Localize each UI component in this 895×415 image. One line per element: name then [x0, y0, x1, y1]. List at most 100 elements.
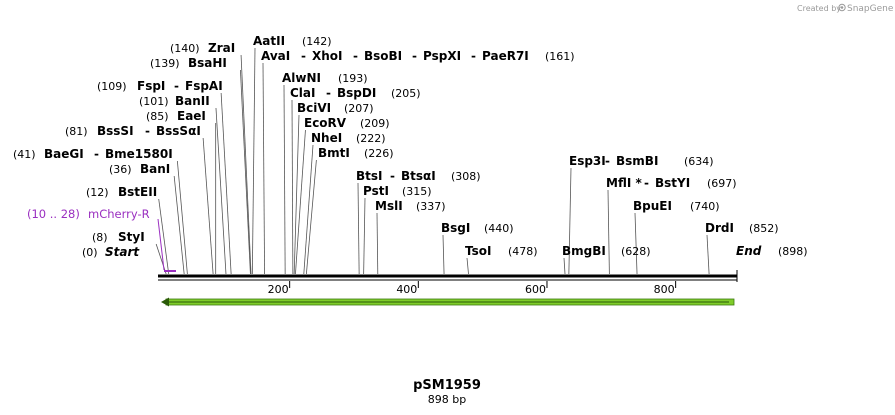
cut-site-bpuei[interactable]: BpuEI (740): [633, 199, 720, 213]
site-name: BsgI: [441, 221, 470, 235]
cut-site-clai[interactable]: ClaI - BspDI (205): [290, 86, 421, 100]
site-name: BstYI: [655, 176, 690, 190]
site-position: (12): [86, 186, 109, 199]
site-name: ClaI: [290, 86, 315, 100]
site-leader-line: [568, 167, 572, 275]
cut-site-psti[interactable]: PstI (315): [363, 184, 432, 198]
site-leader-line: [607, 189, 610, 275]
site-name: BtsI: [356, 169, 383, 183]
site-name: BanI: [140, 162, 170, 176]
cut-site-ecorv[interactable]: EcoRV (209): [304, 116, 390, 130]
cut-site-bsteii[interactable]: (12) BstEII: [86, 185, 157, 199]
site-leader-line: [303, 144, 314, 275]
site-position: (222): [356, 132, 386, 145]
site-position: (315): [402, 185, 432, 198]
site-separator: -: [390, 169, 395, 183]
site-name: Start: [105, 245, 140, 259]
site-name: BstEII: [118, 185, 157, 199]
site-position: (207): [344, 102, 374, 115]
site-name: BtsαI: [401, 169, 436, 183]
cut-site-bmti[interactable]: BmtI (226): [318, 146, 394, 160]
cut-site-bcivi[interactable]: BciVI (207): [297, 101, 374, 115]
site-leader-line: [215, 107, 227, 275]
site-name: MslI: [375, 199, 403, 213]
ruler-tick-label: 600: [525, 283, 546, 296]
cut-site-alwni[interactable]: AlwNI (193): [282, 71, 368, 85]
site-leader-line: [202, 137, 214, 275]
cut-site-mfli[interactable]: MflI * - BstYI (697): [606, 176, 737, 190]
created-by-text: Created by: [797, 4, 841, 13]
cut-site-zrai[interactable]: (140) ZraI: [170, 41, 235, 55]
site-separator: -: [174, 79, 179, 93]
cut-site-end[interactable]: End (898): [736, 244, 808, 258]
site-leader-line: [155, 243, 167, 275]
site-name: BsoBI: [364, 49, 402, 63]
snapgene-logo-icon: [838, 3, 846, 12]
cut-site-baegi[interactable]: (41) BaeGI Bme1580I-: [13, 147, 173, 161]
site-leader-line: [376, 212, 379, 275]
cut-site-nhei[interactable]: NheI (222): [311, 131, 386, 145]
ruler-tick-label: 800: [654, 283, 675, 296]
cut-site-bani[interactable]: (36) BanI: [109, 162, 170, 176]
site-position: (161): [545, 50, 575, 63]
site-position: (193): [338, 72, 368, 85]
orf-arrow[interactable]: [161, 297, 735, 307]
site-leader-line: [240, 69, 251, 275]
feature-range: (10 .. 28): [27, 207, 80, 221]
site-separator: -: [94, 147, 99, 161]
site-leader-line: [240, 54, 252, 275]
cut-site-styi[interactable]: (8) StyI: [92, 230, 145, 244]
site-name: PaeR7I: [482, 49, 529, 63]
site-position: (140): [170, 42, 200, 55]
cut-site-drdi[interactable]: DrdI (852): [705, 221, 779, 235]
cut-site-btsi[interactable]: BtsI - BtsαI (308): [356, 169, 481, 183]
cut-site-msli[interactable]: MslI (337): [375, 199, 446, 213]
site-position: (898): [778, 245, 808, 258]
site-position: (209): [360, 117, 390, 130]
site-position: (740): [690, 200, 720, 213]
site-name: TsoI: [465, 244, 491, 258]
site-name: BanII: [175, 94, 210, 108]
cut-site-esp3i[interactable]: Esp3I - BsmBI (634): [569, 154, 714, 168]
site-name-alt: BssSαI: [156, 124, 201, 138]
site-separator: -: [301, 49, 306, 63]
feature-mcherry-r[interactable]: (10 .. 28) mCherry-R: [27, 207, 176, 272]
site-leader-line: [466, 257, 469, 275]
cut-site-fspi[interactable]: (109) FspI FspAI-: [97, 79, 223, 93]
site-name: AlwNI: [282, 71, 321, 85]
cut-site-eaei[interactable]: (85) EaeI: [146, 109, 206, 123]
site-leader-line: [251, 47, 256, 275]
feature-name: mCherry-R: [88, 207, 150, 221]
cut-site-banii[interactable]: (101) BanII: [139, 94, 210, 108]
site-position: (634): [684, 155, 714, 168]
site-leader-line: [357, 182, 360, 275]
cut-site-bmgbi[interactable]: BmgBI (628): [562, 244, 651, 258]
site-name: FspI: [137, 79, 165, 93]
cut-site-start[interactable]: (0) Start: [82, 245, 140, 259]
snapgene-brand: SnapGene: [847, 4, 894, 14]
cut-site-avai[interactable]: AvaI - XhoI - BsoBI - PspXI - PaeR7I (161): [261, 49, 575, 63]
site-name: Esp3I: [569, 154, 606, 168]
cut-site-bsgi[interactable]: BsgI (440): [441, 221, 514, 235]
site-name: BssSI: [97, 124, 134, 138]
site-leader-line: [305, 159, 317, 275]
cut-site-bsahi[interactable]: (139) BsaHI: [150, 56, 227, 70]
cut-site-tsoi[interactable]: TsoI (478): [465, 244, 538, 258]
site-separator: -: [326, 86, 331, 100]
site-position: (36): [109, 163, 132, 176]
cut-site-aatii[interactable]: AatII (142): [253, 34, 332, 48]
site-name: ZraI: [208, 41, 235, 55]
cut-site-bsssi[interactable]: (81) BssSI BssSαI-: [65, 124, 201, 138]
site-name-alt: Bme1580I: [105, 147, 173, 161]
site-name: End: [736, 244, 762, 258]
site-position: (308): [451, 170, 481, 183]
site-leader-line: [363, 197, 366, 275]
site-leader-line: [220, 92, 232, 275]
site-separator: -: [471, 49, 476, 63]
site-leader-line: [706, 234, 710, 275]
site-position: (226): [364, 147, 394, 160]
site-position: (142): [302, 35, 332, 48]
site-position: (0): [82, 246, 98, 259]
plasmid-name: pSM1959: [413, 378, 481, 393]
